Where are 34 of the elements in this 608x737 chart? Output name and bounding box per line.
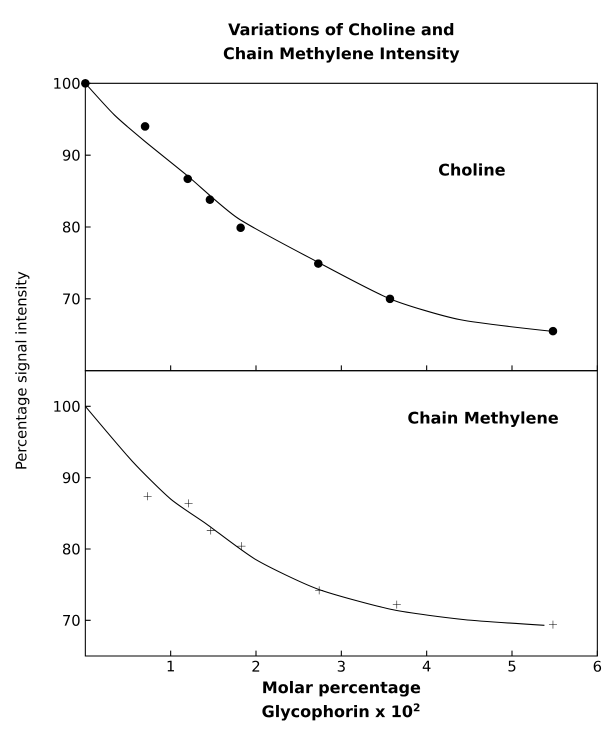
point — [386, 294, 394, 304]
point — [184, 499, 193, 508]
y-tick-label: 90 — [62, 150, 80, 161]
y-tick-label: 70 — [63, 293, 80, 304]
point — [206, 526, 216, 535]
text: Choline — [438, 163, 505, 176]
y-axis-title: Percentage signal intensity — [15, 272, 30, 469]
point — [81, 79, 90, 88]
point — [314, 259, 323, 268]
chart-title: Variations of Choline and Chain Methylene Intensity — [224, 23, 460, 63]
x-tick-label: 5 — [508, 660, 516, 672]
point — [140, 122, 150, 131]
y-tick-label: 90 — [62, 472, 80, 484]
y-tick-label: 100 — [54, 78, 80, 89]
point — [237, 542, 246, 550]
x-tick-label: 6 — [594, 660, 602, 672]
point — [236, 223, 245, 232]
y-tick-label: 80 — [62, 221, 80, 233]
y-tick-label: 70 — [63, 614, 80, 626]
text: Chain Methylene — [408, 411, 558, 427]
x-tick-label: 4 — [422, 660, 431, 672]
point — [548, 620, 558, 629]
y-tick-label: 100 — [54, 400, 80, 412]
x-axis-title: Molar percentage Glycophorin x 10$^{2}$ — [262, 680, 420, 721]
point — [548, 326, 558, 336]
point — [206, 195, 214, 204]
point — [143, 492, 152, 500]
point — [392, 600, 402, 609]
point — [183, 174, 192, 184]
x-tick-label: 3 — [338, 660, 345, 672]
x-tick-label: 2 — [252, 660, 260, 672]
x-tick-label: 1 — [168, 660, 174, 672]
point — [314, 586, 324, 595]
y-tick-label: 80 — [62, 543, 80, 555]
